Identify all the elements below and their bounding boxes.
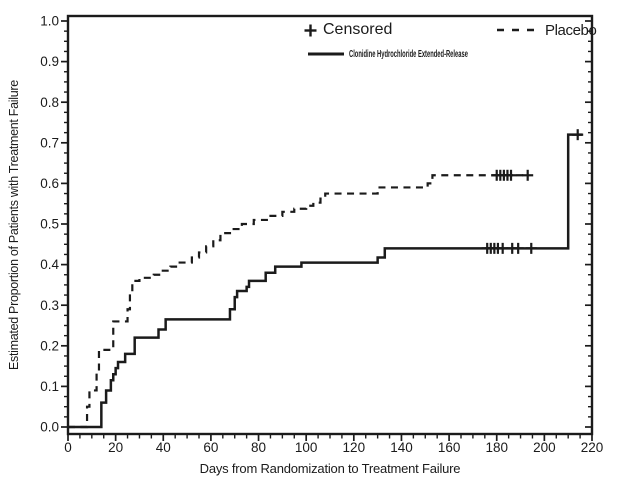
y-tick-label: 0.6 <box>40 176 59 191</box>
placebo-censor-marks <box>491 169 534 181</box>
clonidine-solid-swatch-icon <box>308 52 344 56</box>
x-tick-label: 140 <box>390 440 413 455</box>
x-tick-label: 160 <box>438 440 461 455</box>
y-tick-label: 0.9 <box>40 54 59 69</box>
y-tick-label: 0.5 <box>40 217 59 232</box>
x-tick-label: 60 <box>203 440 218 455</box>
x-tick-label: 0 <box>64 440 72 455</box>
x-tick-label: 200 <box>533 440 556 455</box>
y-tick-label: 0.3 <box>40 298 59 313</box>
legend-censored-label: Censored <box>323 21 393 38</box>
legend-item-clonidine: Clonidine Hydrochloride Extended-Release <box>308 47 554 61</box>
y-tick-label: 0.1 <box>40 379 59 394</box>
plot-frame <box>66 14 594 436</box>
y-tick-label: 1.0 <box>40 14 59 29</box>
placebo-dashed-swatch-icon <box>497 28 541 32</box>
y-axis-ticks: 0.0 0.1 0.2 0.3 0.4 0.5 0.6 0.7 0.8 0.9 1.0 <box>40 14 592 435</box>
legend-placebo-label: Placebo <box>545 21 597 39</box>
y-tick-label: 0.4 <box>40 257 59 272</box>
clonidine-curve <box>68 133 583 429</box>
x-tick-label: 80 <box>251 440 266 455</box>
y-axis-title: Estimated Proportion of Patients with Tr… <box>7 80 21 370</box>
x-tick-label: 220 <box>581 440 604 455</box>
x-tick-label: 180 <box>485 440 508 455</box>
x-axis-title: Days from Randomization to Treatment Fai… <box>199 461 461 476</box>
censored-plus-icon <box>304 24 317 36</box>
legend-item-censored: Censored <box>303 21 392 39</box>
y-tick-label: 0.7 <box>40 135 59 150</box>
x-tick-label: 100 <box>295 440 318 455</box>
x-axis-ticks: 0 20 40 60 80 100 120 140 160 180 200 220 <box>64 434 603 455</box>
y-tick-label: 0.8 <box>40 95 59 110</box>
x-tick-label: 40 <box>156 440 171 455</box>
legend-clonidine-label: Clonidine Hydrochloride Extended-Release <box>349 48 468 60</box>
x-tick-label: 120 <box>343 440 366 455</box>
clonidine-censor-marks <box>481 129 584 254</box>
placebo-curve <box>68 174 528 429</box>
y-tick-label: 0.0 <box>40 420 59 435</box>
x-tick-label: 20 <box>108 440 123 455</box>
y-tick-label: 0.2 <box>40 338 59 353</box>
legend-item-placebo: Placebo <box>497 21 597 39</box>
